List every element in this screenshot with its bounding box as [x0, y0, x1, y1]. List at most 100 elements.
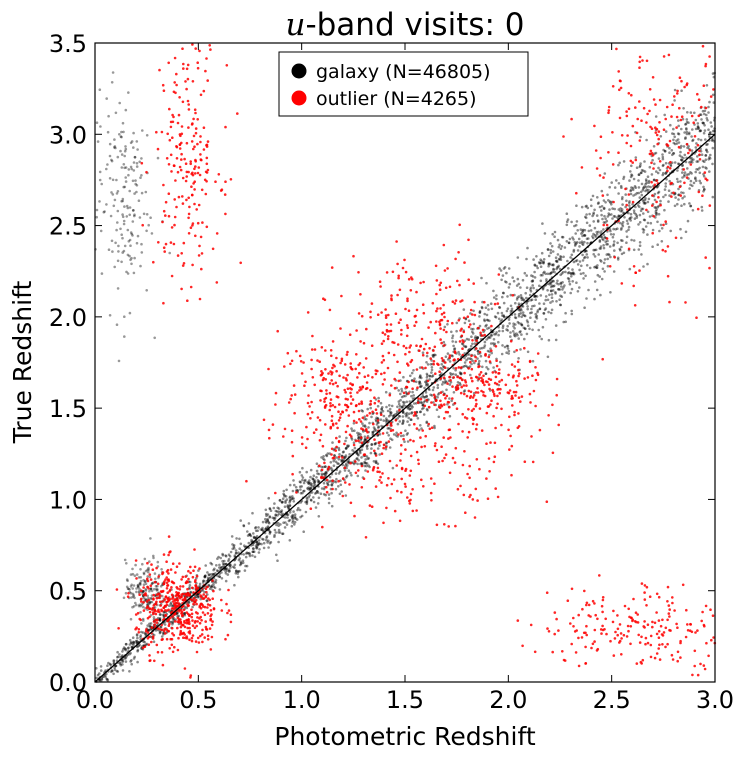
- galaxy-point: [555, 282, 559, 285]
- outlier-point: [471, 339, 474, 342]
- galaxy-point: [583, 256, 586, 260]
- galaxy-point: [411, 390, 414, 394]
- galaxy-point: [497, 317, 501, 321]
- galaxy-point: [122, 185, 125, 189]
- outlier-point: [372, 465, 376, 469]
- outlier-point: [331, 340, 335, 343]
- galaxy-point: [213, 567, 216, 571]
- galaxy-point: [132, 584, 136, 587]
- outlier-point: [387, 335, 390, 338]
- galaxy-point: [519, 312, 523, 315]
- galaxy-point: [552, 267, 555, 271]
- outlier-point: [495, 364, 499, 368]
- galaxy-point: [619, 248, 622, 252]
- galaxy-point: [542, 302, 546, 306]
- galaxy-point: [129, 573, 133, 576]
- galaxy-point: [628, 179, 631, 182]
- galaxy-point: [330, 483, 333, 487]
- outlier-point: [178, 96, 181, 99]
- outlier-point: [574, 651, 578, 654]
- outlier-point: [167, 61, 170, 65]
- outlier-point: [585, 603, 588, 607]
- galaxy-point: [643, 160, 646, 163]
- galaxy-point: [142, 589, 145, 593]
- galaxy-point: [132, 657, 136, 660]
- galaxy-point: [119, 227, 122, 231]
- outlier-point: [577, 636, 580, 640]
- galaxy-point: [694, 170, 697, 174]
- galaxy-point: [686, 167, 689, 170]
- galaxy-point: [106, 664, 109, 667]
- galaxy-point: [679, 150, 682, 154]
- galaxy-point: [677, 193, 680, 197]
- galaxy-point: [344, 447, 348, 450]
- outlier-point: [435, 320, 438, 323]
- outlier-point: [649, 634, 653, 638]
- galaxy-point: [664, 182, 667, 185]
- galaxy-point: [581, 243, 585, 246]
- outlier-point: [595, 649, 599, 652]
- outlier-point: [493, 455, 497, 459]
- outlier-point: [480, 376, 483, 380]
- outlier-point: [185, 594, 189, 597]
- galaxy-point: [239, 562, 243, 566]
- galaxy-point: [554, 291, 557, 294]
- outlier-point: [402, 391, 406, 395]
- outlier-point: [444, 397, 447, 400]
- outlier-point: [460, 334, 464, 338]
- galaxy-point: [145, 289, 148, 292]
- galaxy-point: [472, 327, 475, 331]
- outlier-point: [528, 359, 532, 363]
- outlier-point: [649, 655, 653, 659]
- outlier-point: [616, 633, 619, 637]
- galaxy-point: [483, 319, 487, 323]
- outlier-point: [462, 384, 466, 387]
- outlier-point: [349, 365, 353, 369]
- galaxy-point: [571, 236, 574, 239]
- outlier-point: [168, 551, 171, 554]
- galaxy-point: [673, 204, 677, 208]
- outlier-point: [380, 311, 383, 314]
- galaxy-point: [108, 154, 112, 158]
- galaxy-point: [295, 518, 299, 521]
- galaxy-point: [138, 582, 142, 585]
- galaxy-point: [476, 336, 480, 340]
- outlier-point: [669, 182, 673, 185]
- outlier-point: [601, 610, 604, 614]
- galaxy-point: [402, 403, 406, 407]
- outlier-point: [429, 357, 433, 360]
- galaxy-point: [257, 539, 261, 542]
- outlier-point: [472, 282, 476, 285]
- outlier-point: [386, 337, 390, 341]
- outlier-point: [226, 633, 230, 637]
- galaxy-point: [528, 293, 532, 297]
- outlier-point: [186, 604, 190, 608]
- galaxy-point: [203, 575, 206, 578]
- galaxy-point: [144, 597, 147, 601]
- outlier-point: [547, 414, 550, 417]
- galaxy-point: [312, 500, 316, 504]
- outlier-point: [412, 414, 416, 417]
- outlier-point: [325, 485, 328, 489]
- galaxy-point: [567, 277, 571, 281]
- outlier-point: [619, 632, 623, 635]
- outlier-point: [648, 595, 652, 598]
- galaxy-point: [633, 185, 637, 188]
- galaxy-point: [233, 554, 237, 557]
- galaxy-point: [583, 240, 586, 244]
- outlier-point: [557, 423, 560, 427]
- galaxy-point: [579, 272, 583, 276]
- galaxy-point: [421, 407, 424, 411]
- outlier-point: [181, 575, 185, 579]
- galaxy-point: [300, 474, 304, 477]
- galaxy-point: [530, 307, 533, 311]
- outlier-point: [187, 108, 191, 111]
- galaxy-point: [436, 395, 439, 399]
- galaxy-point: [322, 493, 326, 496]
- galaxy-point: [542, 312, 546, 315]
- galaxy-point: [470, 358, 473, 361]
- outlier-point: [201, 221, 204, 224]
- galaxy-point: [373, 452, 377, 455]
- galaxy-point: [357, 454, 360, 457]
